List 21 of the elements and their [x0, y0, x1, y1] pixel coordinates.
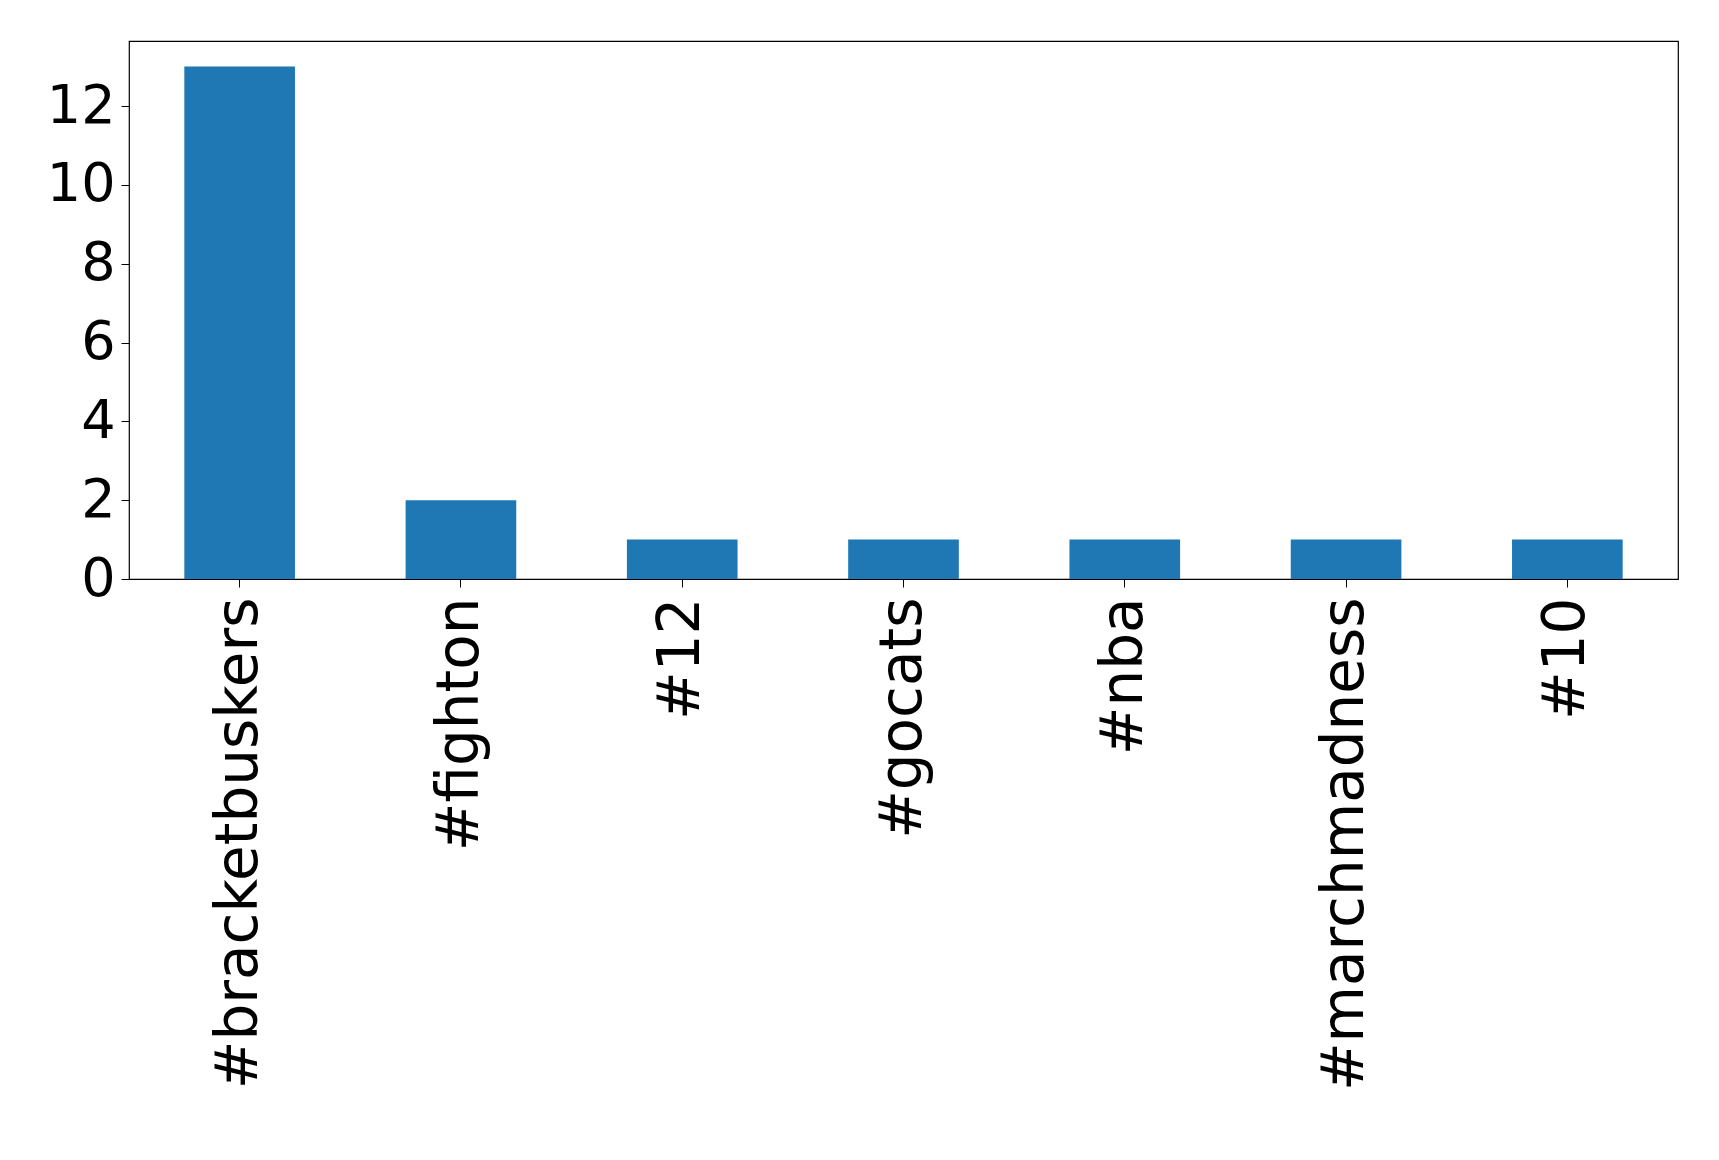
bar — [1069, 539, 1181, 579]
x-tick-label: #10 — [1530, 597, 1599, 720]
bar — [405, 500, 517, 579]
bar — [184, 66, 295, 579]
y-tick-label: 2 — [81, 466, 116, 530]
x-tick-label: #12 — [645, 597, 714, 720]
y-tick-label: 4 — [81, 387, 116, 451]
x-tick-label: #fighton — [423, 597, 492, 852]
y-tick-label: 8 — [81, 230, 116, 294]
y-tick-label: 10 — [46, 151, 116, 215]
bar — [1512, 539, 1623, 579]
y-tick-label: 6 — [81, 309, 116, 373]
x-tick-label: #bracketbuskers — [202, 597, 271, 1090]
bar — [626, 539, 738, 579]
x-tick-label: #nba — [1087, 597, 1156, 756]
bar — [1290, 539, 1402, 579]
y-tick-label: 0 — [81, 545, 116, 609]
x-tick-label: #gocats — [866, 597, 935, 839]
bar — [848, 539, 959, 579]
x-tick-label: #marchmadness — [1309, 597, 1378, 1092]
y-tick-label: 12 — [46, 72, 116, 136]
